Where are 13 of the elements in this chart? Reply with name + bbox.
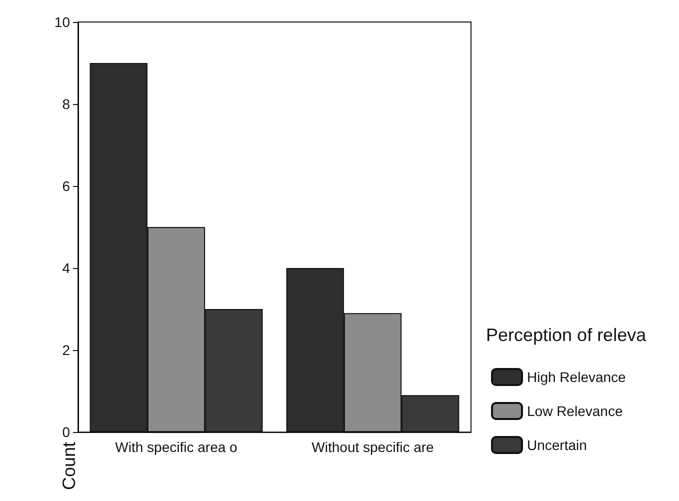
y-tick-label: 8 bbox=[62, 96, 70, 112]
y-axis-title: Count bbox=[59, 442, 79, 490]
x-tick-label: With specific area o bbox=[115, 439, 238, 456]
legend-label: Uncertain bbox=[527, 437, 587, 453]
legend-label: Low Relevance bbox=[527, 403, 623, 419]
legend-label: High Relevance bbox=[527, 369, 626, 385]
y-tick-label: 0 bbox=[62, 424, 70, 440]
legend-title: Perception of releva bbox=[486, 325, 648, 345]
y-tick-label: 6 bbox=[62, 178, 70, 194]
y-tick-label: 10 bbox=[54, 14, 70, 30]
x-tick-label: Without specific are bbox=[312, 439, 434, 456]
y-tick-label: 2 bbox=[62, 342, 70, 358]
y-tick-label: 4 bbox=[62, 260, 70, 276]
